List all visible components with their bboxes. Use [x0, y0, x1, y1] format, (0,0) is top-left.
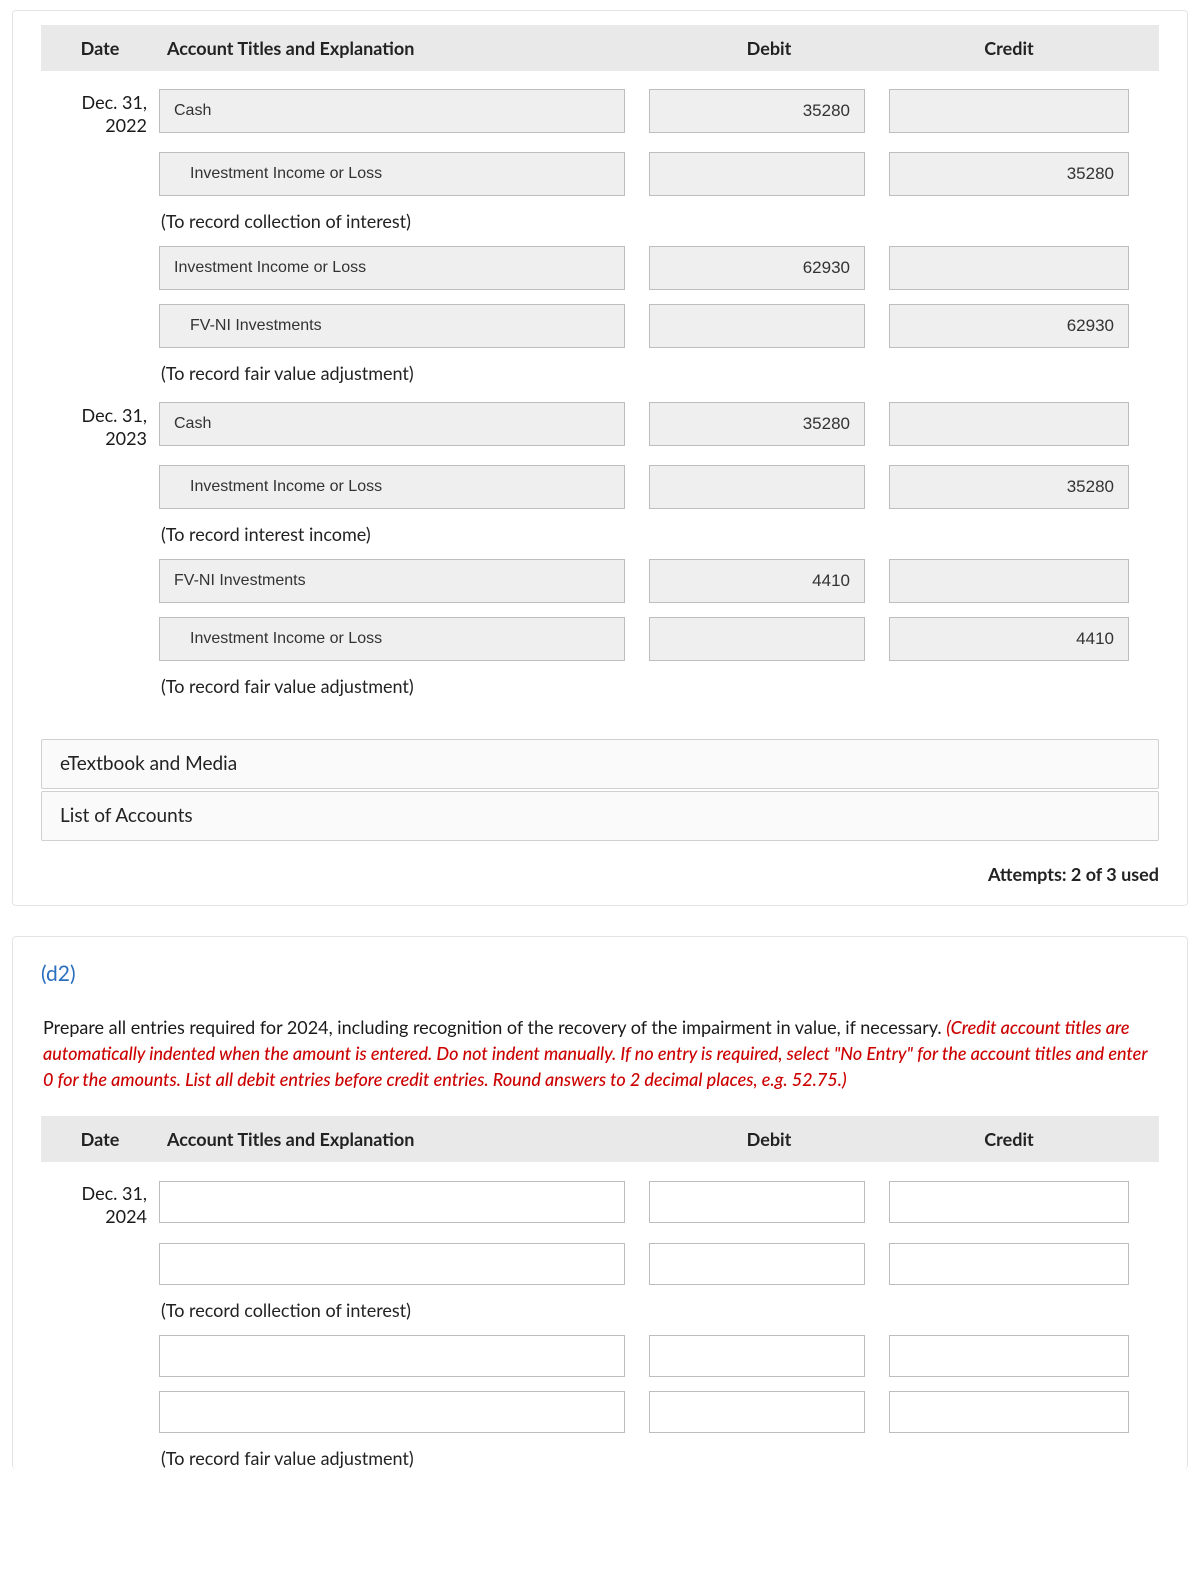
- debit-input[interactable]: [649, 1181, 865, 1223]
- account-title-input[interactable]: [159, 1181, 625, 1223]
- date-cell: [41, 1335, 159, 1341]
- col-date: Date: [41, 37, 159, 59]
- account-title-input[interactable]: [159, 617, 625, 661]
- journal-row: [41, 1391, 1159, 1433]
- account-title-input[interactable]: [159, 89, 625, 133]
- account-title-input[interactable]: [159, 465, 625, 509]
- description-text: (To record fair value adjustment): [159, 1447, 1159, 1469]
- journal-section-2: (d2) Prepare all entries required for 20…: [12, 936, 1188, 1469]
- col-acct: Account Titles and Explanation: [159, 37, 649, 59]
- col-credit: Credit: [889, 1128, 1129, 1150]
- debit-input[interactable]: [649, 246, 865, 290]
- description-row: (To record fair value adjustment): [41, 1447, 1159, 1469]
- col-acct: Account Titles and Explanation: [159, 1128, 649, 1150]
- description-text: (To record collection of interest): [159, 210, 1159, 232]
- date-cell: Dec. 31,2022: [41, 85, 159, 138]
- credit-input[interactable]: [889, 465, 1129, 509]
- description-row: (To record fair value adjustment): [41, 675, 1159, 697]
- journal-row: [41, 617, 1159, 661]
- date-cell: Dec. 31,2023: [41, 398, 159, 451]
- col-date: Date: [41, 1128, 159, 1150]
- account-title-input[interactable]: [159, 1335, 625, 1377]
- account-title-input[interactable]: [159, 246, 625, 290]
- debit-input[interactable]: [649, 559, 865, 603]
- journal-row: [41, 152, 1159, 196]
- description-row: (To record interest income): [41, 523, 1159, 545]
- journal-row: Dec. 31,2024: [41, 1176, 1159, 1229]
- debit-input[interactable]: [649, 402, 865, 446]
- account-title-input[interactable]: [159, 304, 625, 348]
- journal-row: Dec. 31,2022: [41, 85, 1159, 138]
- date-cell: [41, 617, 159, 623]
- account-title-input[interactable]: [159, 559, 625, 603]
- credit-input[interactable]: [889, 304, 1129, 348]
- journal-row: Dec. 31,2023: [41, 398, 1159, 451]
- journal-row: [41, 304, 1159, 348]
- credit-input[interactable]: [889, 1391, 1129, 1433]
- col-debit: Debit: [649, 37, 889, 59]
- credit-input[interactable]: [889, 402, 1129, 446]
- debit-input[interactable]: [649, 1391, 865, 1433]
- credit-input[interactable]: [889, 1335, 1129, 1377]
- account-title-input[interactable]: [159, 152, 625, 196]
- description-text: (To record fair value adjustment): [159, 362, 1159, 384]
- debit-input[interactable]: [649, 304, 865, 348]
- description-row: (To record collection of interest): [41, 1299, 1159, 1321]
- part-label: (d2): [13, 937, 1187, 994]
- journal-header-2: Date Account Titles and Explanation Debi…: [41, 1116, 1159, 1162]
- debit-input[interactable]: [649, 1243, 865, 1285]
- col-debit: Debit: [649, 1128, 889, 1150]
- journal-row: [41, 465, 1159, 509]
- debit-input[interactable]: [649, 465, 865, 509]
- credit-input[interactable]: [889, 89, 1129, 133]
- instructions: Prepare all entries required for 2024, i…: [13, 994, 1187, 1102]
- credit-input[interactable]: [889, 152, 1129, 196]
- attempts-text: Attempts: 2 of 3 used: [13, 863, 1159, 885]
- description-text: (To record fair value adjustment): [159, 675, 1159, 697]
- col-credit: Credit: [889, 37, 1129, 59]
- list-of-accounts-button[interactable]: List of Accounts: [41, 791, 1159, 841]
- journal-row: [41, 1335, 1159, 1377]
- date-cell: [41, 304, 159, 310]
- credit-input[interactable]: [889, 559, 1129, 603]
- journal-header: Date Account Titles and Explanation Debi…: [41, 25, 1159, 71]
- description-row: (To record collection of interest): [41, 210, 1159, 232]
- credit-input[interactable]: [889, 246, 1129, 290]
- journal-row: [41, 1243, 1159, 1285]
- credit-input[interactable]: [889, 1181, 1129, 1223]
- journal-row: [41, 246, 1159, 290]
- debit-input[interactable]: [649, 1335, 865, 1377]
- debit-input[interactable]: [649, 152, 865, 196]
- etextbook-button[interactable]: eTextbook and Media: [41, 739, 1159, 789]
- list-of-accounts-label: List of Accounts: [60, 804, 193, 827]
- description-text: (To record collection of interest): [159, 1299, 1159, 1321]
- credit-input[interactable]: [889, 617, 1129, 661]
- credit-input[interactable]: [889, 1243, 1129, 1285]
- account-title-input[interactable]: [159, 402, 625, 446]
- description-text: (To record interest income): [159, 523, 1159, 545]
- journal-section-1: Date Account Titles and Explanation Debi…: [12, 10, 1188, 906]
- date-cell: Dec. 31,2024: [41, 1176, 159, 1229]
- date-cell: [41, 246, 159, 252]
- etextbook-label: eTextbook and Media: [60, 752, 237, 775]
- date-cell: [41, 152, 159, 158]
- account-title-input[interactable]: [159, 1391, 625, 1433]
- journal-row: [41, 559, 1159, 603]
- date-cell: [41, 1391, 159, 1397]
- instructions-plain: Prepare all entries required for 2024, i…: [43, 1016, 946, 1038]
- account-title-input[interactable]: [159, 1243, 625, 1285]
- date-cell: [41, 1243, 159, 1249]
- debit-input[interactable]: [649, 89, 865, 133]
- date-cell: [41, 559, 159, 565]
- description-row: (To record fair value adjustment): [41, 362, 1159, 384]
- debit-input[interactable]: [649, 617, 865, 661]
- date-cell: [41, 465, 159, 471]
